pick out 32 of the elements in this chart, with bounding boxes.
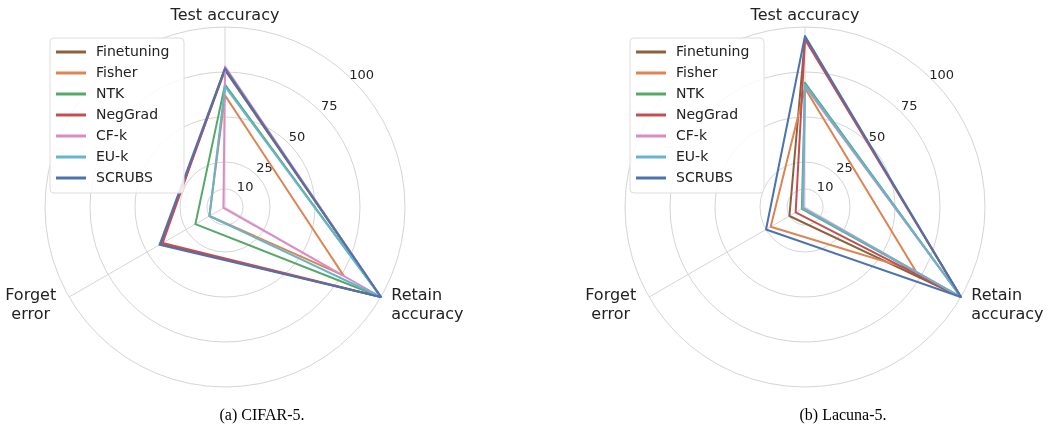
legend-label: CF-k [676,127,708,143]
spoke-label: Test accuracy [169,5,280,24]
y-tick-label: 25 [256,160,273,176]
legend-label: Finetuning [96,43,170,59]
spoke-label: Forget error [5,284,57,323]
spoke-label: Retain accuracy [971,284,1044,323]
text: (a) CIFAR-5. [219,406,305,424]
y-tick-label: 50 [288,129,306,145]
text: (b) Lacuna-5. [799,406,887,424]
legend-label: NTK [96,85,126,101]
legend-label: SCRUBS [676,169,733,185]
legend-label: EU-k [676,148,710,164]
spoke-label: Retain accuracy [391,284,464,323]
legend-label: Fisher [676,64,718,80]
spoke-label: Test accuracy [749,5,860,24]
y-tick-label: 75 [901,97,918,113]
spoke-label: Forget error [585,284,637,323]
legend-label: Finetuning [676,43,750,59]
y-tick-label: 10 [816,179,834,195]
legend-label: NegGrad [676,106,739,122]
y-tick-label: 100 [929,66,955,82]
y-tick-label: 25 [836,160,853,176]
legend-label: SCRUBS [96,169,153,185]
legend-label: CF-k [96,127,128,143]
legend-label: EU-k [96,148,130,164]
legend-label: NegGrad [96,106,159,122]
y-tick-label: 75 [321,97,338,113]
legend-label: NTK [676,85,706,101]
y-tick-label: 50 [868,129,886,145]
legend-label: Fisher [96,64,138,80]
y-tick-label: 10 [236,179,254,195]
y-tick-label: 100 [349,66,375,82]
